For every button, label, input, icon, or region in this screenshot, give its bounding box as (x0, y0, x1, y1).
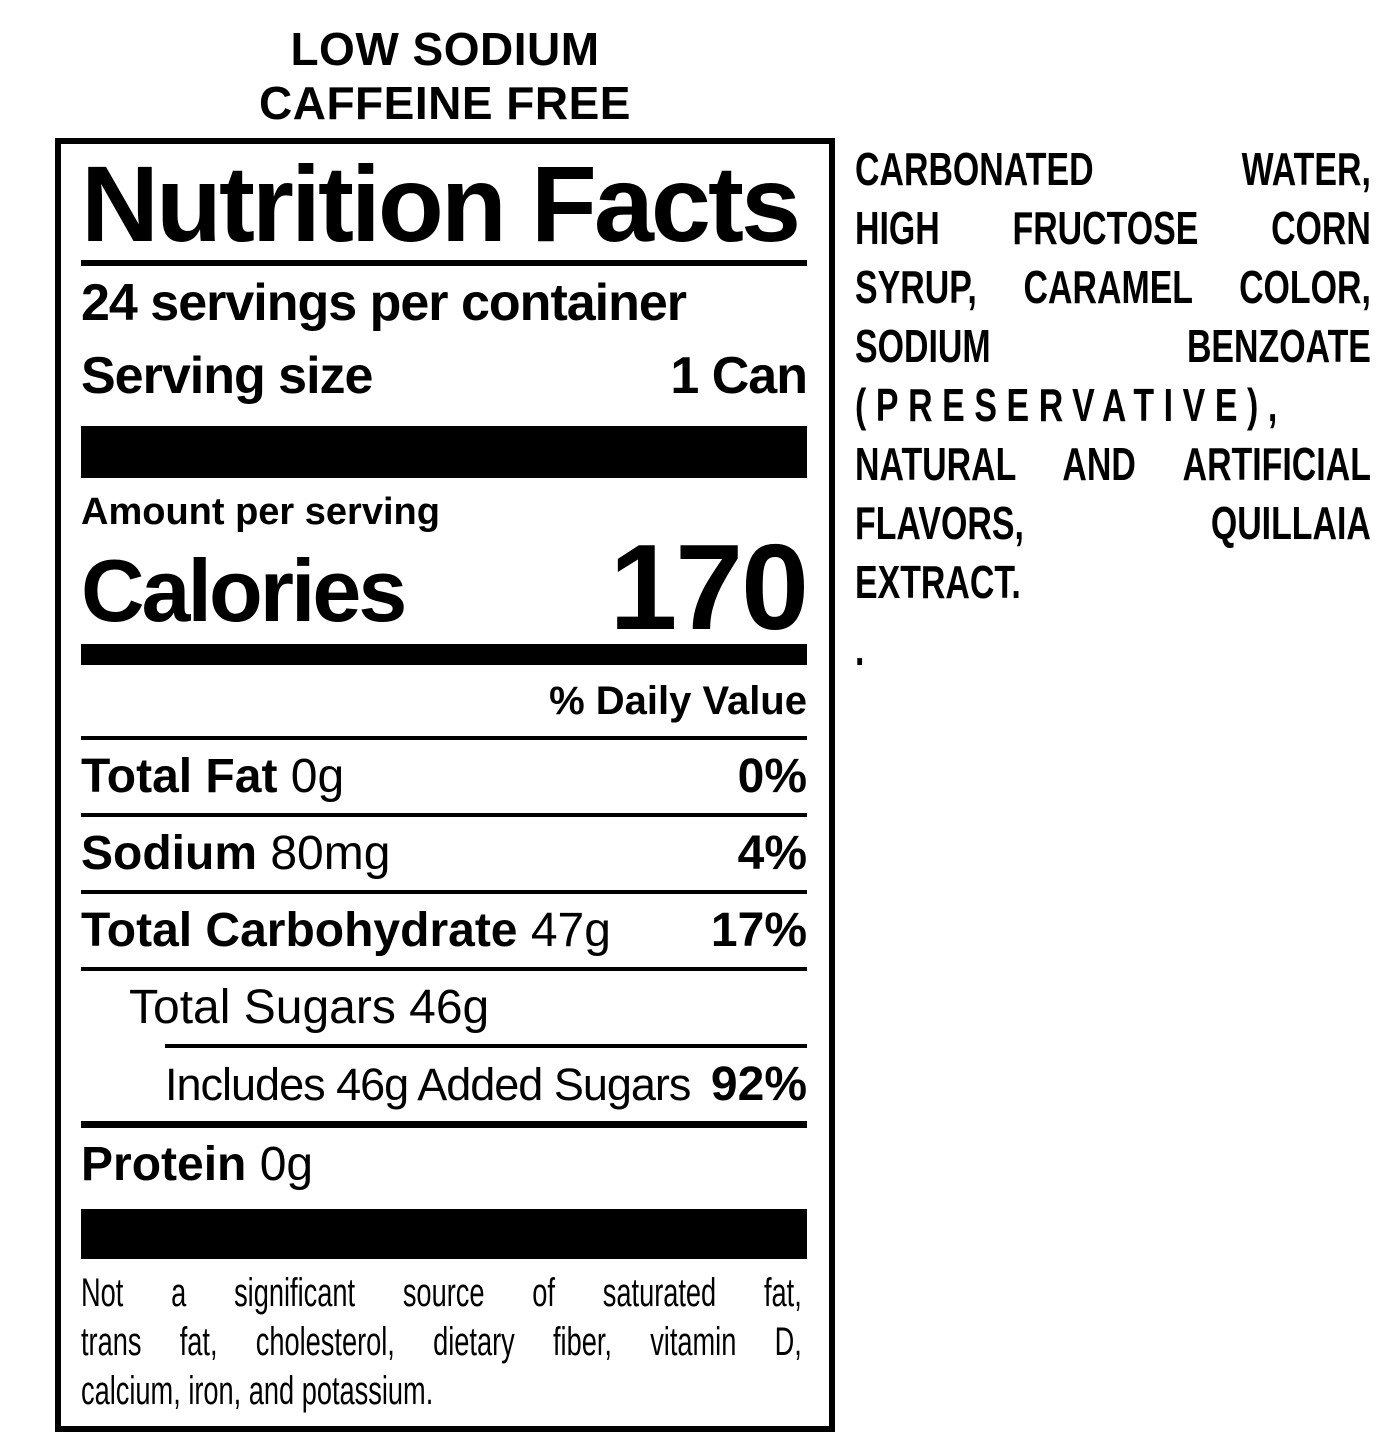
amount-per-serving-label: Amount per serving (81, 491, 440, 533)
calories-row: Calories 170 (81, 519, 809, 655)
calories-separator-bar (81, 644, 807, 665)
total-sugars-text: Total Sugars 46g (129, 981, 490, 1034)
footnote-line: trans fat, cholesterol, dietary fiber, v… (81, 1320, 802, 1364)
nutrition-label-page: { "colors": { "foreground": "#000000", "… (55, 22, 1371, 1432)
nutrient-name: Total Carbohydrate (81, 904, 518, 957)
nutrient-dv: 4% (737, 827, 807, 880)
nutrient-dv: 0% (737, 750, 807, 803)
nutrient-name-amount: Total Fat 0g (81, 749, 344, 804)
added-sugars-text: Includes 46g Added Sugars (165, 1059, 691, 1110)
ingredients-line: SODIUM BENZOATE (855, 320, 1371, 372)
calories-value: 170 (609, 519, 809, 655)
nutrient-name: Total Fat (81, 750, 278, 803)
servings-per-container: 24 servings per container (81, 274, 687, 332)
nutrient-name: Protein (81, 1138, 247, 1191)
nutrition-facts-title: Nutrition Facts (81, 143, 801, 264)
nutrient-amount: 0g (259, 1138, 314, 1191)
ingredients-line-preservative: (PRESERVATIVE), (855, 379, 1287, 431)
daily-value-rule (81, 736, 807, 740)
nutrient-amount: 80mg (270, 827, 391, 880)
indented-rule (165, 1044, 807, 1048)
ingredients-line: EXTRACT. (855, 556, 1021, 608)
footnote: Not a significant source of saturated fa… (81, 1269, 802, 1416)
nutrient-amount: 0g (290, 750, 345, 803)
ingredients-line: FLAVORS, QUILLAIA (855, 497, 1371, 549)
nutrition-facts-content: Nutrition Facts 24 servings per containe… (81, 143, 809, 1416)
serving-size-label: Serving size (81, 347, 373, 405)
claim-caffeine-free: CAFFEINE FREE (259, 77, 631, 129)
serving-size-row: Serving size 1 Can (81, 334, 808, 412)
nutrient-row-protein: Protein 0g (81, 1128, 807, 1201)
ingredients-line: NATURAL AND ARTIFICIAL (855, 438, 1371, 490)
claim-low-sodium: LOW SODIUM (290, 23, 600, 75)
thick-separator-bar-bottom (81, 1209, 807, 1259)
row-rule (81, 890, 807, 894)
nutrient-row-total-fat: Total Fat 0g 0% (81, 740, 807, 813)
nutrient-row-total-carbohydrate: Total Carbohydrate 47g 17% (81, 894, 807, 967)
ingredients-trailing-period: . (855, 623, 865, 675)
nutrient-row-total-sugars: Total Sugars 46g (81, 971, 807, 1044)
nutrient-name-amount: Sodium 80mg (81, 826, 390, 881)
nutrient-name: Sodium (81, 827, 257, 880)
title-divider-rule (81, 260, 807, 266)
nutrient-row-added-sugars: Includes 46g Added Sugars 92% (81, 1048, 807, 1121)
product-claims-heading: LOW SODIUM CAFFEINE FREE (55, 22, 835, 130)
protein-top-rule (81, 1121, 807, 1128)
row-rule (81, 813, 807, 817)
ingredients-line: CARBONATED WATER, (855, 143, 1371, 195)
daily-value-header: % Daily Value (549, 679, 807, 723)
nutrient-name-amount: Protein 0g (81, 1137, 313, 1192)
serving-size-value: 1 Can (670, 347, 808, 405)
footnote-line: calcium, iron, and potassium. (81, 1369, 434, 1413)
ingredients-list: CARBONATED WATER, HIGH FRUCTOSE CORN SYR… (855, 140, 1371, 679)
nutrient-row-sodium: Sodium 80mg 4% (81, 817, 807, 890)
nutrient-name-amount: Total Carbohydrate 47g (81, 903, 611, 958)
nutrient-amount: 47g (530, 904, 611, 957)
added-sugars-dv: 92% (710, 1058, 807, 1111)
ingredients-line: HIGH FRUCTOSE CORN (855, 202, 1371, 254)
ingredients-line: SYRUP, CARAMEL COLOR, (855, 261, 1371, 313)
nutrient-dv: 17% (710, 904, 807, 957)
nutrition-facts-panel: Nutrition Facts 24 servings per containe… (55, 138, 835, 1432)
row-rule (81, 967, 807, 971)
thick-separator-bar-top (81, 426, 807, 478)
footnote-line: Not a significant source of saturated fa… (81, 1271, 802, 1315)
calories-label: Calories (81, 541, 407, 640)
